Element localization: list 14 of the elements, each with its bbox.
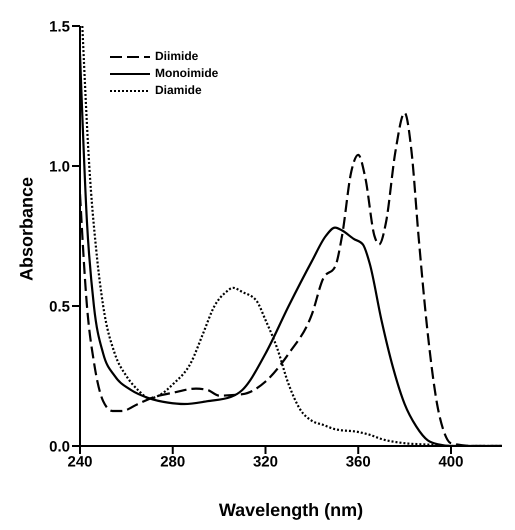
x-axis-title: Wavelength (nm) (218, 500, 364, 520)
y-tick-label: 0.0 (49, 438, 70, 456)
x-tick-label: 320 (252, 454, 278, 471)
x-tick-label: 400 (438, 454, 464, 471)
y-tick-label: 1.0 (49, 158, 70, 176)
x-tick-label: 360 (346, 454, 371, 471)
x-tick-label: 240 (67, 454, 93, 471)
y-tick-label: 1.5 (49, 18, 70, 36)
legend-label: Diimide (155, 48, 200, 65)
legend-label: Diamide (155, 82, 203, 99)
y-tick-label: 0.5 (49, 298, 70, 316)
legend-label: Monoimide (155, 65, 220, 82)
y-axis-title: Absorbance (16, 176, 36, 281)
x-tick-label: 280 (160, 454, 186, 471)
